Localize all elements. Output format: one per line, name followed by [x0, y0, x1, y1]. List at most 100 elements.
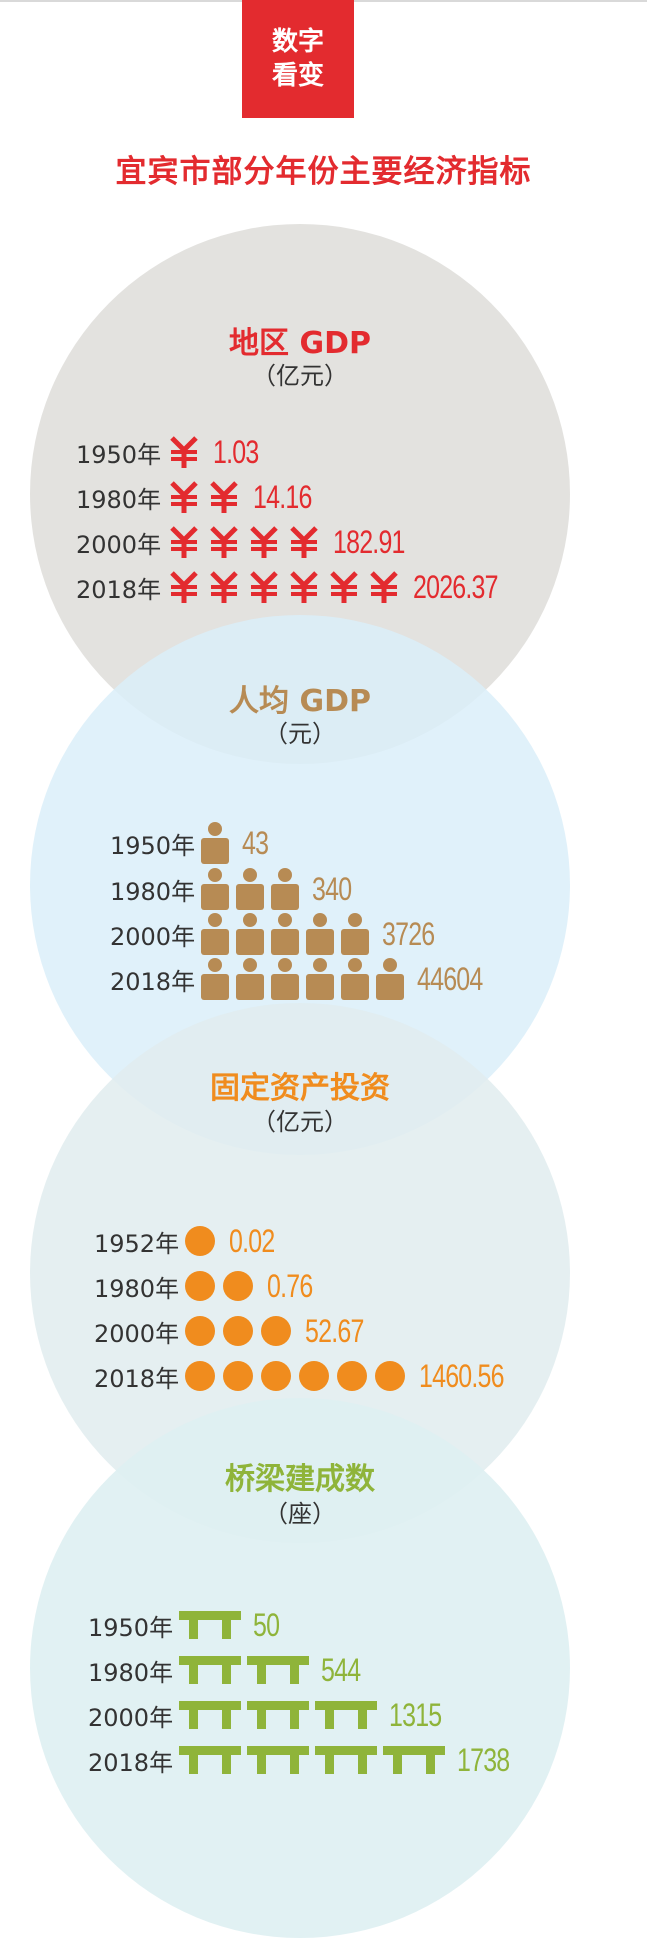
bridge-icon: [315, 1746, 378, 1774]
circle-icon: [261, 1316, 292, 1346]
yuan-icon: [210, 526, 238, 558]
person-icon: [271, 868, 300, 910]
bar-row: 1950年 43: [110, 822, 276, 864]
year-label: 1950年: [76, 440, 162, 469]
icon-bar: [185, 1226, 223, 1256]
icon-bar: [185, 1271, 261, 1301]
yuan-icon: [210, 571, 238, 603]
section-badge: 数字 看变: [242, 0, 354, 118]
icon-bar: [167, 525, 327, 559]
year-label: 1980年: [110, 877, 196, 906]
bar-row: 1980年 340: [110, 868, 362, 910]
yuan-icon: [170, 526, 198, 558]
value-label: 1738: [457, 1741, 510, 1778]
yuan-icon: [290, 526, 318, 558]
circle-icon: [185, 1316, 216, 1346]
value-label: 182.91: [333, 523, 405, 560]
bar-row: 1980年 544: [88, 1650, 371, 1690]
year-label: 1950年: [88, 1613, 174, 1642]
bridge-icon: [179, 1701, 242, 1729]
bridge-icon: [315, 1701, 378, 1729]
bar-row: 2000年 182.91: [76, 522, 425, 562]
person-icon: [306, 913, 335, 955]
bar-row: 2018年 2026.37: [76, 567, 522, 607]
circle-icon: [375, 1361, 406, 1391]
value-label: 2026.37: [413, 568, 499, 605]
circle-icon: [223, 1271, 254, 1301]
year-label: 2018年: [88, 1748, 174, 1777]
person-icon: [236, 868, 265, 910]
icon-bar: [201, 958, 411, 1000]
year-label: 2000年: [94, 1319, 180, 1348]
bridges-circle: [30, 1398, 570, 1938]
badge-line-1: 数字: [271, 27, 324, 57]
gdp-title: 地区 GDP: [229, 326, 371, 361]
year-label: 2000年: [88, 1703, 174, 1732]
bridge-icon: [383, 1746, 446, 1774]
value-label: 3726: [382, 915, 435, 952]
value-label: 50: [253, 1606, 280, 1643]
bar-row: 1952年 0.02: [94, 1221, 287, 1261]
year-label: 2018年: [76, 575, 162, 604]
icon-bar: [185, 1361, 413, 1391]
value-label: 1460.56: [419, 1357, 505, 1394]
value-label: 14.16: [253, 478, 312, 515]
badge-line-2: 看变: [271, 61, 324, 91]
bridges-title: 桥梁建成数: [225, 1462, 375, 1497]
person-icon: [376, 958, 405, 1000]
yuan-icon: [250, 571, 278, 603]
circle-icon: [223, 1361, 254, 1391]
icon-bar: [185, 1316, 299, 1346]
per-capita-gdp-unit: （元）: [264, 720, 336, 748]
bridge-icon: [247, 1746, 310, 1774]
person-icon: [201, 868, 230, 910]
circle-icon: [185, 1226, 216, 1256]
bar-row: 2000年 1315: [88, 1695, 456, 1735]
value-label: 1.03: [213, 433, 259, 470]
bridge-icon: [179, 1746, 242, 1774]
bridge-icon: [179, 1611, 242, 1639]
icon-bar: [179, 1656, 315, 1684]
person-icon: [236, 913, 265, 955]
year-label: 2018年: [94, 1364, 180, 1393]
page-title: 宜宾市部分年份主要经济指标: [115, 154, 532, 190]
bridge-icon: [247, 1656, 310, 1684]
person-icon: [201, 958, 230, 1000]
bar-row: 2018年 1738: [88, 1740, 524, 1780]
yuan-icon: [170, 436, 198, 468]
yuan-icon: [250, 526, 278, 558]
year-label: 1980年: [94, 1274, 180, 1303]
person-icon: [236, 958, 265, 1000]
year-label: 2018年: [110, 967, 196, 996]
value-label: 1315: [389, 1696, 442, 1733]
person-icon: [341, 958, 370, 1000]
value-label: 52.67: [305, 1312, 364, 1349]
bar-row: 2018年 1460.56: [94, 1356, 528, 1396]
circle-icon: [185, 1361, 216, 1391]
person-icon: [201, 913, 230, 955]
icon-bar: [179, 1746, 451, 1774]
value-label: 544: [321, 1651, 361, 1688]
circle-icon: [299, 1361, 330, 1391]
bar-row: 2000年 3726: [110, 913, 449, 955]
circle-icon: [185, 1271, 216, 1301]
year-label: 1980年: [88, 1658, 174, 1687]
value-label: 43: [242, 824, 269, 861]
icon-bar: [201, 913, 376, 955]
fixed-asset-title: 固定资产投资: [210, 1071, 390, 1106]
per-capita-gdp-title: 人均 GDP: [229, 684, 371, 719]
yuan-icon: [330, 571, 358, 603]
icon-bar: [179, 1611, 247, 1639]
bar-row: 2000年 52.67: [94, 1311, 380, 1351]
person-icon: [271, 958, 300, 1000]
icon-bar: [167, 435, 207, 469]
yuan-icon: [170, 481, 198, 513]
bar-row: 1980年 0.76: [94, 1266, 325, 1306]
bridges-unit: （座）: [264, 1500, 336, 1528]
year-label: 2000年: [76, 530, 162, 559]
bar-row: 1950年 1.03: [76, 432, 271, 472]
bar-row: 1950年 50: [88, 1605, 287, 1645]
value-label: 44604: [417, 960, 483, 997]
year-label: 1950年: [110, 831, 196, 860]
fixed-asset-unit: （亿元）: [252, 1108, 348, 1136]
